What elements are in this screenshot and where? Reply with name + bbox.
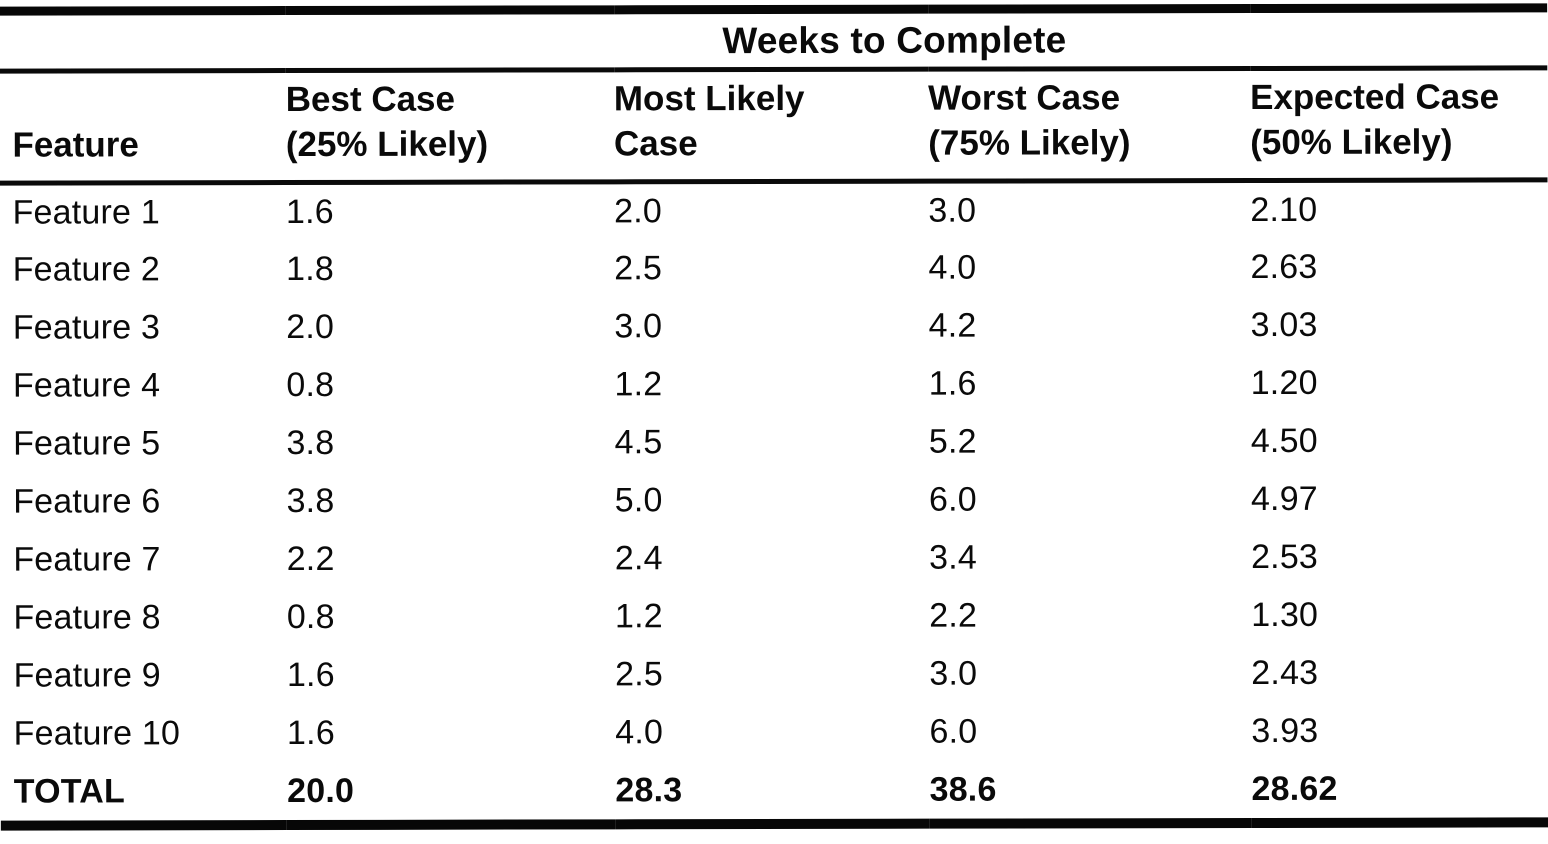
column-header-most-likely-case: Most Likely Case: [613, 69, 929, 182]
total-row: TOTAL 20.0 28.3 38.6 28.62: [1, 760, 1548, 825]
header-line: Worst Case: [928, 78, 1121, 118]
total-label-cell: TOTAL: [13, 771, 125, 811]
feature-cell: Feature 10: [13, 714, 181, 753]
table-row: Feature 7 2.2 2.4 3.4 2.53: [0, 528, 1548, 589]
most-likely-case-cell: 2.5: [614, 249, 663, 288]
total-worst-case-cell: 38.6: [929, 770, 997, 809]
most-likely-case-cell: 1.2: [614, 365, 663, 404]
table-row: Feature 5 3.8 4.5 5.2 4.50: [0, 412, 1548, 473]
worst-case-cell: 5.2: [928, 422, 977, 461]
feature-cell: Feature 1: [12, 193, 160, 232]
table-title: Weeks to Complete: [285, 7, 1548, 71]
best-case-cell: 0.8: [286, 365, 335, 405]
expected-case-cell: 3.93: [1251, 711, 1319, 751]
most-likely-case-cell: 2.0: [614, 192, 663, 231]
worst-case-cell: 4.2: [928, 306, 977, 345]
header-line: Most Likely: [613, 79, 805, 119]
estimation-table: Weeks to Complete Feature Best Case (25%…: [0, 3, 1548, 831]
feature-cell: Feature 2: [12, 250, 161, 289]
expected-case-cell: 2.10: [1250, 191, 1318, 230]
table-row: Feature 10 1.6 4.0 6.0 3.93: [1, 702, 1548, 763]
header-line: Best Case: [285, 79, 456, 120]
feature-cell: Feature 6: [13, 482, 161, 521]
most-likely-case-cell: 5.0: [614, 481, 663, 520]
worst-case-cell: 2.2: [929, 596, 978, 635]
table-row: Feature 4 0.8 1.2 1.6 1.20: [0, 354, 1548, 415]
expected-case-cell: 2.63: [1250, 247, 1318, 287]
best-case-cell: 3.8: [286, 481, 335, 521]
best-case-cell: 0.8: [286, 597, 335, 637]
most-likely-case-cell: 4.0: [615, 713, 664, 752]
total-most-likely-case-cell: 28.3: [615, 770, 683, 809]
column-header-expected-case: Expected Case (50% Likely): [1250, 67, 1548, 181]
worst-case-cell: 3.0: [928, 191, 977, 230]
most-likely-case-cell: 2.4: [614, 539, 663, 578]
most-likely-case-cell: 2.5: [615, 655, 664, 694]
table-head: Weeks to Complete Feature Best Case (25%…: [0, 7, 1548, 184]
table-body: Feature 1 1.6 2.0 3.0 2.10 Feature 2 1.8…: [0, 180, 1548, 825]
best-case-cell: 2.0: [286, 307, 335, 347]
expected-case-cell: 4.97: [1250, 479, 1318, 519]
total-expected-case-cell: 28.62: [1251, 769, 1338, 808]
feature-cell: Feature 9: [13, 656, 161, 695]
worst-case-cell: 6.0: [929, 712, 978, 751]
header-line: (75% Likely): [928, 122, 1131, 163]
feature-cell: Feature 4: [12, 366, 161, 405]
column-header-row: Feature Best Case (25% Likely) Most Like…: [0, 67, 1548, 184]
spanner-spacer: [0, 10, 286, 72]
best-case-cell: 2.2: [286, 539, 335, 579]
feature-cell: Feature 7: [13, 540, 161, 579]
total-best-case-cell: 20.0: [287, 771, 355, 810]
best-case-cell: 1.6: [285, 193, 334, 232]
column-header-worst-case: Worst Case (75% Likely): [928, 68, 1251, 182]
worst-case-cell: 4.0: [928, 248, 977, 287]
expected-case-cell: 2.53: [1251, 537, 1319, 577]
column-header-feature: Feature: [0, 70, 286, 184]
table-row: Feature 9 1.6 2.5 3.0 2.43: [0, 644, 1548, 705]
header-line: Case: [613, 123, 698, 163]
best-case-cell: 1.8: [286, 249, 334, 289]
best-case-cell: 3.8: [286, 423, 335, 463]
most-likely-case-cell: 4.5: [614, 423, 663, 462]
table-row: Feature 8 0.8 1.2 2.2 1.30: [0, 586, 1548, 647]
feature-cell: Feature 3: [12, 308, 161, 347]
worst-case-cell: 3.0: [929, 654, 978, 693]
table-row: Feature 1 1.6 2.0 3.0 2.10: [0, 180, 1548, 241]
worst-case-cell: 6.0: [928, 480, 977, 519]
expected-case-cell: 2.43: [1251, 653, 1319, 693]
feature-cell: Feature 5: [13, 424, 161, 463]
expected-case-cell: 3.03: [1250, 305, 1318, 345]
spanner-row: Weeks to Complete: [0, 7, 1548, 72]
table-row: Feature 6 3.8 5.0 6.0 4.97: [0, 470, 1548, 531]
most-likely-case-cell: 1.2: [614, 597, 663, 636]
header-line: Expected Case: [1250, 77, 1500, 118]
header-line: (50% Likely): [1250, 122, 1453, 162]
header-line: (25% Likely): [285, 124, 489, 164]
expected-case-cell: 1.30: [1251, 595, 1319, 635]
table-row: Feature 3 2.0 3.0 4.2 3.03: [0, 296, 1548, 357]
worst-case-cell: 1.6: [928, 364, 977, 403]
feature-cell: Feature 8: [13, 598, 161, 637]
column-header-best-case: Best Case (25% Likely): [285, 69, 615, 183]
most-likely-case-cell: 3.0: [614, 307, 663, 346]
best-case-cell: 1.6: [286, 713, 335, 753]
expected-case-cell: 1.20: [1250, 363, 1318, 403]
worst-case-cell: 3.4: [929, 538, 977, 577]
table-row: Feature 2 1.8 2.5 4.0 2.63: [0, 238, 1548, 299]
expected-case-cell: 4.50: [1250, 421, 1318, 461]
best-case-cell: 1.6: [286, 655, 335, 695]
